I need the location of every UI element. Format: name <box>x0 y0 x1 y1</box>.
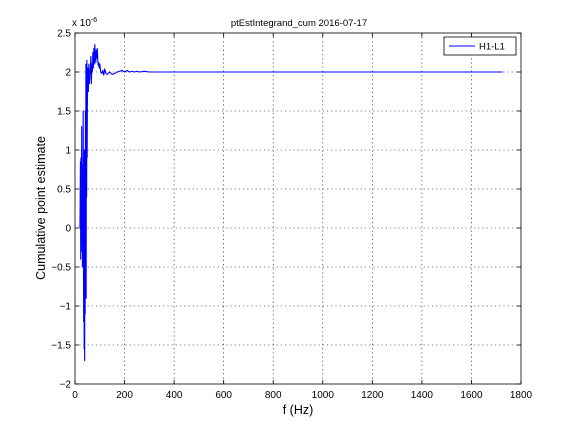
x-tick-label: 0 <box>72 390 78 401</box>
x-tick-label: 1200 <box>361 390 384 401</box>
y-tick-label: 1.5 <box>57 107 71 118</box>
y-tick-label: 0 <box>65 224 71 235</box>
plot-area-frame <box>74 32 522 385</box>
legend: H1-L1 <box>443 36 517 56</box>
x-tick-label: 400 <box>166 390 183 401</box>
y-exponent-base: x 10 <box>72 18 91 29</box>
y-tick-label: −1 <box>60 302 72 313</box>
x-axis-label: f (Hz) <box>283 403 314 417</box>
x-tick-labels: 0 200 400 600 800 1000 1200 1400 1600 1800 <box>72 390 532 401</box>
x-tick-label: 1000 <box>312 390 335 401</box>
y-tick-label: 1 <box>65 146 71 157</box>
x-tick-label: 1400 <box>411 390 434 401</box>
x-tick-label: 1600 <box>460 390 483 401</box>
legend-label-h1-l1: H1-L1 <box>479 42 505 53</box>
y-tick-label: −2 <box>60 380 72 391</box>
x-tick-label: 800 <box>265 390 282 401</box>
y-axis-label: Cumulative point estimate <box>34 136 48 280</box>
y-tick-label: −0.5 <box>51 263 71 274</box>
axis-ticks <box>74 32 522 385</box>
y-exponent-label: x 10-6 <box>72 17 97 29</box>
y-tick-labels: −2 −1.5 −1 −0.5 0 0.5 1 1.5 2 2.5 <box>51 29 71 391</box>
legend-box <box>443 36 517 56</box>
y-tick-label: 2 <box>65 68 71 79</box>
y-tick-label: 2.5 <box>57 29 71 40</box>
y-exponent-power: -6 <box>91 17 97 24</box>
x-tick-label: 200 <box>116 390 133 401</box>
x-tick-label: 1800 <box>510 390 533 401</box>
series-line-h1-l1 <box>79 44 503 362</box>
y-tick-label: 0.5 <box>57 185 71 196</box>
y-tick-label: −1.5 <box>51 341 71 352</box>
x-tick-label: 600 <box>215 390 232 401</box>
series-layer <box>79 44 503 362</box>
chart-title: ptEstIntegrand_cum 2016-07-17 <box>231 18 367 29</box>
